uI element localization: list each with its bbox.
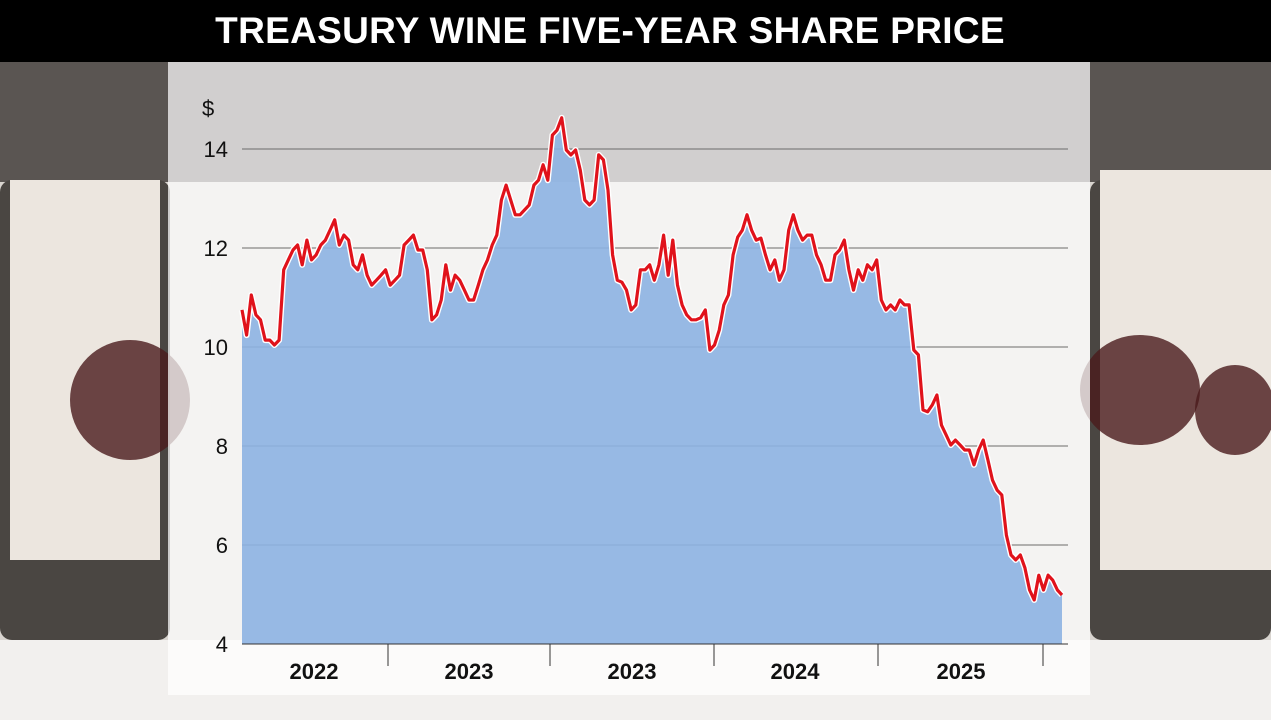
price-line bbox=[240, 116, 1064, 602]
x-tick-label: 2023 bbox=[608, 659, 657, 684]
x-tick-label: 2022 bbox=[290, 659, 339, 684]
y-tick-label: 12 bbox=[204, 236, 228, 261]
x-tick-label: 2023 bbox=[445, 659, 494, 684]
x-tick-label: 2024 bbox=[771, 659, 821, 684]
y-tick-label: 10 bbox=[204, 335, 228, 360]
chart-title: TREASURY WINE FIVE-YEAR SHARE PRICE bbox=[215, 10, 1005, 51]
price-area bbox=[242, 117, 1062, 645]
y-tick-label: 8 bbox=[216, 434, 228, 459]
y-axis-label: $ bbox=[202, 96, 214, 121]
y-tick-label: 6 bbox=[216, 533, 228, 558]
wine-glass-left bbox=[70, 340, 190, 460]
x-tick-label: 2025 bbox=[937, 659, 986, 684]
title-bar: TREASURY WINE FIVE-YEAR SHARE PRICE bbox=[0, 0, 1271, 62]
y-tick-label: 14 bbox=[204, 137, 228, 162]
y-tick-label: 4 bbox=[216, 632, 228, 657]
wine-glass-right bbox=[1080, 335, 1200, 445]
